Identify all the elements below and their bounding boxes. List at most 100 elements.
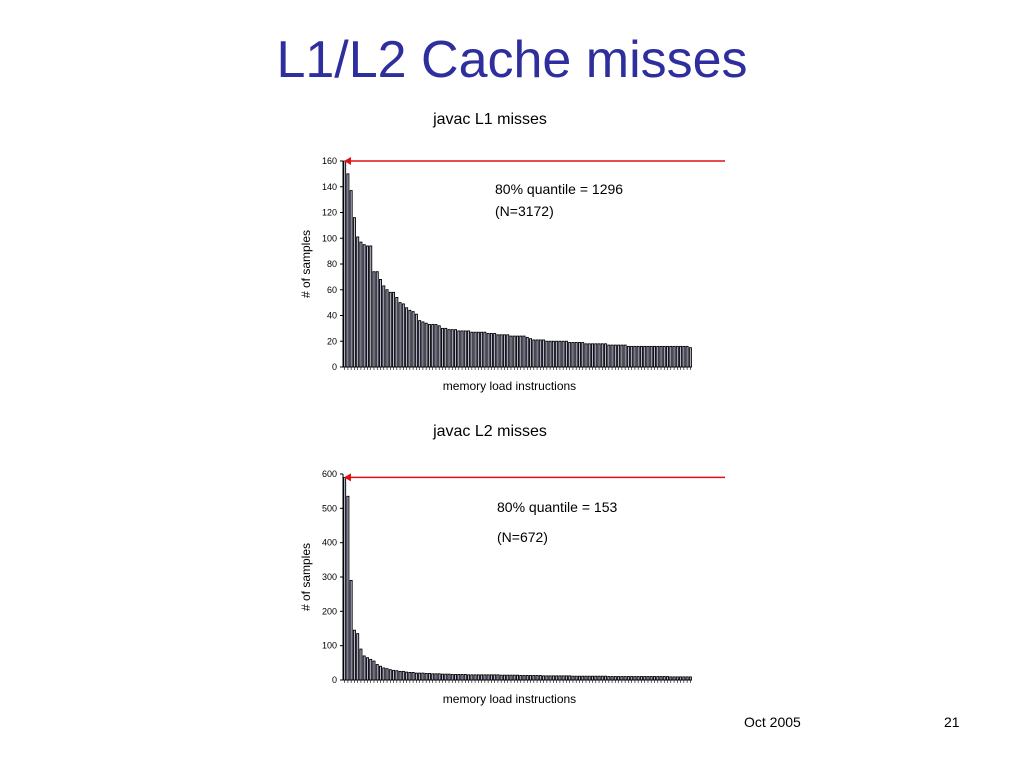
chart2-bar	[414, 672, 418, 681]
chart1-y-tick-label: 160	[322, 156, 337, 166]
chart2-bar	[688, 676, 692, 681]
chart2-bar	[610, 676, 614, 681]
chart1-annotation-line1: 80% quantile = 1296	[495, 181, 624, 197]
chart2-bar	[434, 673, 438, 681]
chart2-bar	[587, 675, 591, 681]
chart2-bar	[617, 676, 621, 681]
chart1-bar	[401, 303, 405, 368]
chart1-title: javac L1 misses	[433, 111, 547, 128]
chart1-bar	[463, 330, 467, 368]
chart1-y-label: # of samples	[299, 230, 313, 298]
chart1-bar	[398, 302, 402, 368]
chart2-bar	[457, 674, 461, 681]
chart2-bar	[421, 672, 425, 681]
page-number: 21	[944, 714, 960, 730]
chart1-bar	[577, 342, 581, 368]
chart1-bar	[444, 327, 448, 368]
chart1-bar	[346, 173, 350, 368]
chart2-bar	[649, 676, 653, 681]
chart2-bar	[512, 674, 516, 681]
chart2-bar	[529, 675, 533, 681]
chart1-bar	[408, 309, 412, 368]
chart2-bar	[577, 675, 581, 681]
chart2-bar	[385, 668, 389, 681]
chart1-bar	[516, 335, 519, 368]
chart2-bar	[431, 673, 435, 681]
chart1-bar	[649, 345, 653, 368]
chart1-bar	[512, 335, 516, 368]
chart1-bar	[675, 345, 679, 368]
chart2-bar	[561, 675, 565, 681]
chart1-bar	[542, 339, 546, 368]
chart2-y-tick-label: 100	[322, 641, 337, 651]
chart2-bar	[369, 658, 373, 681]
chart1-bar	[529, 338, 533, 368]
chart2-bar	[558, 675, 562, 681]
chart1-bar	[617, 344, 621, 368]
chart1-bar	[688, 347, 692, 368]
chart2-bar	[522, 675, 526, 681]
chart2-bar	[392, 669, 396, 681]
chart2-bar	[375, 664, 379, 681]
chart1-bar	[441, 327, 444, 368]
chart2-bar	[679, 676, 683, 681]
chart2-bar	[401, 670, 405, 681]
chart2-bar	[493, 674, 497, 681]
chart1-bar	[639, 345, 643, 368]
chart2-bar	[379, 665, 382, 681]
chart1-bar	[571, 342, 575, 368]
chart1-bar	[564, 340, 568, 368]
chart2-bar	[343, 476, 347, 681]
chart1-bar	[669, 345, 673, 368]
chart2-bar	[450, 674, 454, 681]
chart2-bar	[656, 676, 660, 681]
chart1-bar	[522, 335, 526, 368]
chart1-bar	[414, 313, 418, 368]
chart1-bar	[626, 345, 630, 368]
chart1-bar	[405, 307, 409, 368]
chart1-bar	[662, 345, 666, 368]
chart2-bar	[626, 676, 630, 681]
chart1-bar	[604, 343, 608, 368]
chart1-bar	[447, 329, 451, 368]
chart1-bar	[600, 343, 604, 368]
chart2-bar	[532, 675, 536, 681]
chart2-annotation-line1: 80% quantile = 153	[497, 499, 618, 515]
chart1-bar	[630, 345, 634, 368]
chart1-y-tick-label: 100	[322, 233, 337, 243]
chart2-bar	[600, 675, 604, 681]
chart1-bar	[496, 334, 500, 368]
chart1-bar	[388, 291, 392, 368]
chart2-bar	[346, 495, 350, 681]
chart2-bar	[604, 675, 608, 681]
footer-date: Oct 2005	[744, 714, 801, 730]
chart1-bar	[467, 330, 471, 368]
chart2-bar	[613, 676, 617, 681]
chart1-bar	[587, 343, 591, 368]
chart2-bar	[506, 674, 510, 681]
chart1-bar	[499, 334, 503, 368]
chart2-bar	[659, 676, 663, 681]
chart2-bar	[356, 633, 360, 681]
chart2-bar	[365, 657, 369, 681]
chart2-bar	[669, 676, 673, 681]
chart1-bar	[454, 329, 458, 368]
chart1-bar	[382, 285, 386, 368]
chart1-bar	[486, 333, 490, 368]
chart1-bar	[643, 345, 647, 368]
chart1-bar	[574, 342, 578, 368]
chart1-bar	[392, 291, 396, 368]
chart1-bar	[561, 340, 565, 368]
chart2-bar	[535, 675, 539, 681]
chart1-bar	[457, 330, 461, 368]
chart1-bar	[532, 339, 536, 368]
chart2-bar	[362, 655, 366, 681]
chart1-bar	[365, 245, 369, 368]
chart2-marker-arrowhead	[344, 473, 351, 482]
chart2-y-tick-label: 400	[322, 538, 337, 548]
chart1-bar	[594, 343, 598, 368]
chart1-y-tick-label: 20	[327, 336, 337, 346]
chart1-y-tick-label: 120	[322, 208, 337, 218]
chart2-bar	[519, 675, 523, 681]
chart1-bar	[591, 343, 594, 368]
